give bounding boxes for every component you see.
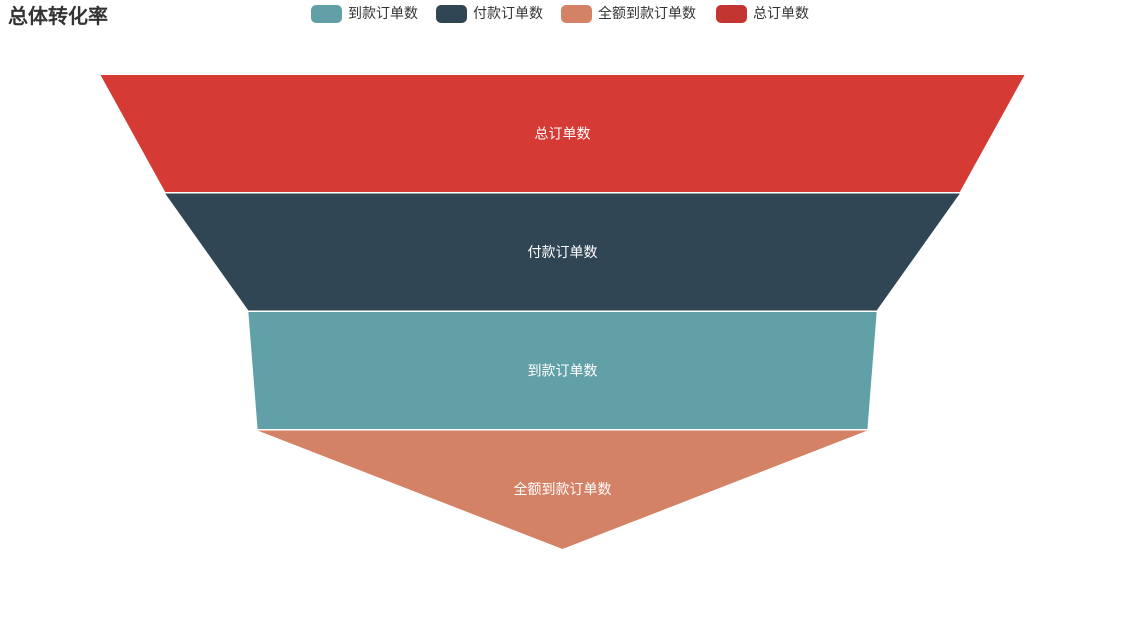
- chart-title: 总体转化率: [8, 4, 108, 28]
- legend-swatch: [561, 5, 592, 23]
- legend-item-全额到款订单数[interactable]: 全额到款订单数: [561, 5, 696, 23]
- legend-swatch: [436, 5, 467, 23]
- funnel-segment-付款订单数[interactable]: [165, 193, 960, 311]
- legend-item-总订单数[interactable]: 总订单数: [716, 5, 809, 23]
- legend-swatch: [716, 5, 747, 23]
- funnel-segment-到款订单数[interactable]: [248, 312, 877, 429]
- legend: 到款订单数 付款订单数 全额到款订单数 总订单数: [0, 0, 1125, 30]
- legend-label: 全额到款订单数: [598, 6, 696, 22]
- legend-label: 总订单数: [753, 6, 809, 22]
- legend-item-付款订单数[interactable]: 付款订单数: [436, 5, 543, 23]
- funnel-segment-总订单数[interactable]: [100, 75, 1025, 192]
- funnel-label-总订单数: 总订单数: [535, 126, 591, 142]
- legend-item-到款订单数[interactable]: 到款订单数: [311, 5, 418, 23]
- funnel-label-全额到款订单数: 全额到款订单数: [514, 481, 612, 498]
- legend-label: 到款订单数: [348, 6, 418, 22]
- funnel-label-付款订单数: 付款订单数: [528, 245, 598, 261]
- funnel-label-到款订单数: 到款订单数: [528, 363, 598, 379]
- funnel-segment-全额到款订单数[interactable]: [257, 430, 868, 550]
- legend-label: 付款订单数: [473, 6, 543, 22]
- legend-swatch: [311, 5, 342, 23]
